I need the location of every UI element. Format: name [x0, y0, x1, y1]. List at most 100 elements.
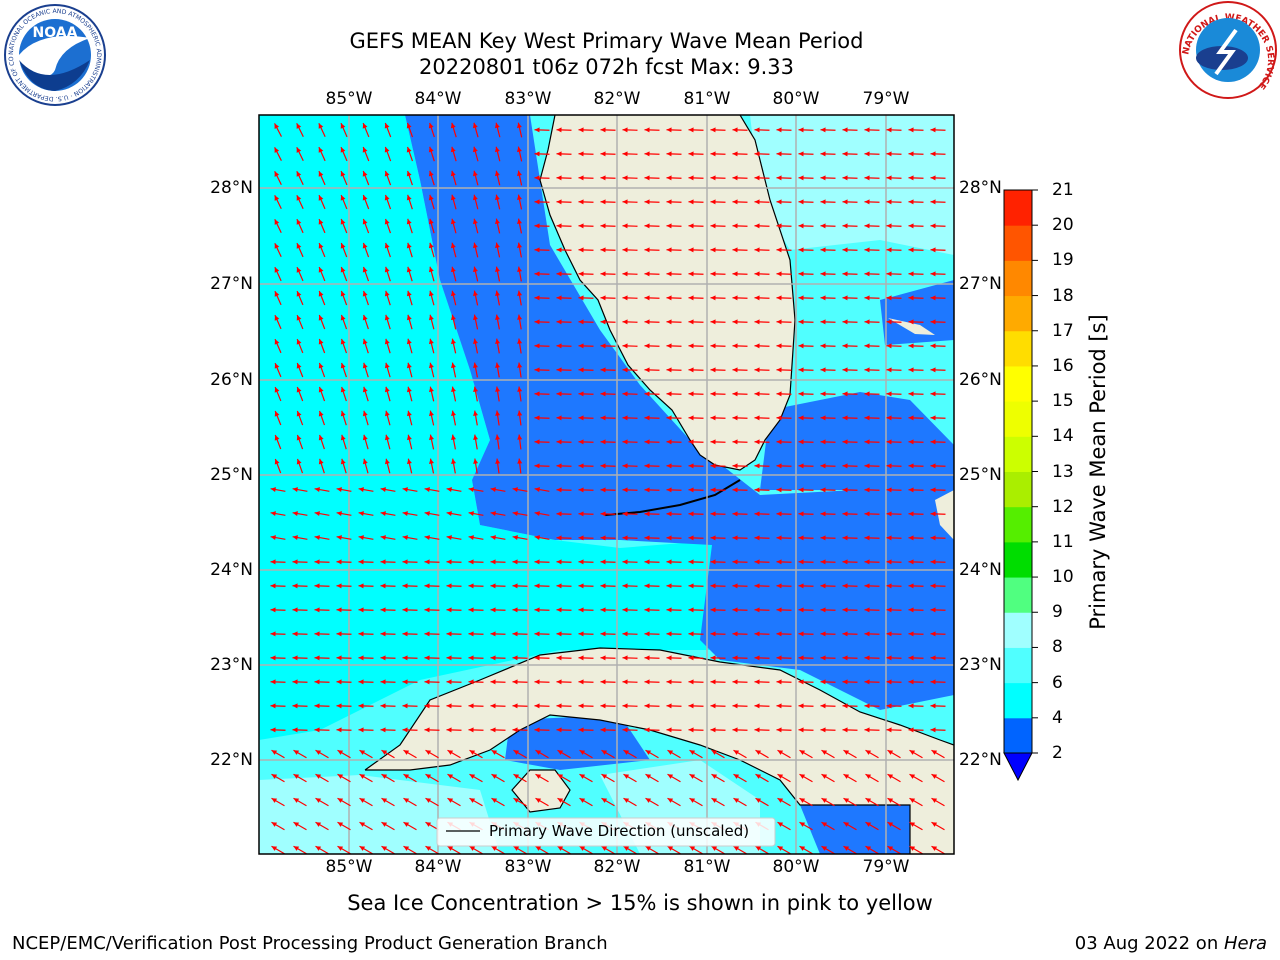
wave-arrow: [644, 655, 660, 661]
wave-arrow: [887, 845, 901, 854]
colorbar-segment: [1004, 225, 1032, 261]
wave-arrow: [908, 679, 924, 685]
wave-arrow: [908, 607, 924, 613]
lon-label-bottom: 82°W: [593, 857, 641, 877]
wave-arrow: [406, 410, 413, 426]
wave-arrow: [908, 223, 924, 229]
wave-arrow: [556, 655, 572, 661]
wave-arrow: [406, 266, 413, 282]
wave-arrow: [908, 319, 924, 325]
wave-arrow: [820, 367, 836, 373]
wave-arrow: [600, 367, 616, 373]
wave-arrow: [666, 607, 682, 613]
wave-arrow: [798, 223, 814, 229]
wave-arrow: [688, 463, 704, 469]
wave-arrow: [314, 679, 330, 685]
wave-arrow: [644, 295, 660, 301]
wave-arrow: [930, 439, 946, 445]
wave-arrow: [688, 607, 704, 613]
wave-arrow: [886, 535, 902, 541]
colorbar-tick-label: 14: [1052, 426, 1074, 447]
wave-arrow: [274, 242, 282, 258]
wave-arrow: [296, 218, 304, 234]
wave-arrow: [864, 679, 880, 685]
wave-arrow: [887, 749, 901, 759]
wave-arrow: [556, 367, 572, 373]
wave-arrow: [908, 631, 924, 637]
wave-arrow: [340, 434, 347, 450]
wave-arrow: [293, 845, 307, 854]
wave-arrow: [314, 727, 330, 733]
wave-arrow: [270, 679, 286, 685]
wave-arrow: [468, 511, 484, 517]
wave-arrow: [468, 607, 484, 613]
wave-arrow: [425, 749, 439, 759]
wave-arrow: [403, 845, 417, 854]
wave-arrow: [380, 655, 396, 661]
wave-arrow: [689, 845, 703, 854]
wave-arrow: [472, 242, 479, 258]
wave-arrow: [579, 773, 593, 783]
wave-arrow: [688, 655, 704, 661]
wave-arrow: [495, 194, 501, 210]
wave-arrow: [336, 559, 352, 565]
wave-arrow: [578, 631, 594, 637]
wave-arrow: [270, 631, 286, 637]
wave-arrow: [600, 439, 616, 445]
wave-arrow: [908, 127, 924, 133]
wave-arrow: [495, 314, 501, 330]
wave-arrow: [798, 607, 814, 613]
wave-arrow: [623, 797, 637, 807]
wave-arrow: [293, 821, 307, 831]
wave-arrow: [384, 242, 391, 258]
wave-arrow: [798, 439, 814, 445]
wave-arrow: [446, 631, 462, 637]
colorbar-tick-label: 9: [1052, 602, 1063, 623]
wave-arrow: [406, 290, 413, 306]
wave-arrow: [600, 391, 616, 397]
wave-arrow: [864, 199, 880, 205]
colorbar-tick-label: 19: [1052, 250, 1074, 271]
wave-arrow: [864, 319, 880, 325]
wave-arrow: [710, 391, 726, 397]
wave-arrow: [842, 463, 858, 469]
wave-arrow: [798, 295, 814, 301]
wave-arrow: [886, 271, 902, 277]
wave-arrow: [666, 247, 682, 253]
wave-arrow: [865, 749, 879, 759]
wave-arrow: [623, 845, 637, 854]
wave-arrow: [667, 797, 681, 807]
wave-arrow: [381, 749, 395, 759]
wave-arrow: [666, 151, 682, 157]
wave-arrow: [908, 271, 924, 277]
wave-arrow: [534, 727, 550, 733]
footer-date: 03 Aug 2022 on Hera: [1075, 933, 1267, 954]
wave-arrow: [688, 127, 704, 133]
colorbar-segment: [1004, 190, 1032, 226]
wave-arrow: [754, 295, 770, 301]
wave-arrow: [732, 127, 748, 133]
wave-arrow: [930, 607, 946, 613]
wave-arrow: [798, 391, 814, 397]
wave-arrow: [776, 199, 792, 205]
wave-arrow: [776, 631, 792, 637]
wave-arrow: [314, 511, 330, 517]
direction-legend: [436, 817, 776, 847]
wave-arrow: [622, 295, 638, 301]
wave-arrow: [270, 511, 286, 517]
wave-arrow: [909, 773, 923, 783]
wave-arrow: [622, 151, 638, 157]
wave-arrow: [666, 631, 682, 637]
wave-arrow: [688, 415, 704, 421]
wave-arrow: [429, 386, 435, 402]
florida-land: [540, 115, 795, 470]
wave-arrow: [578, 463, 594, 469]
wave-arrow: [495, 338, 501, 354]
wave-arrow: [776, 511, 792, 517]
wave-arrow: [600, 631, 616, 637]
wave-arrow: [446, 703, 462, 709]
wave-arrow: [402, 583, 418, 589]
wave-arrow: [556, 535, 572, 541]
wave-arrow: [754, 391, 770, 397]
wave-arrow: [776, 559, 792, 565]
